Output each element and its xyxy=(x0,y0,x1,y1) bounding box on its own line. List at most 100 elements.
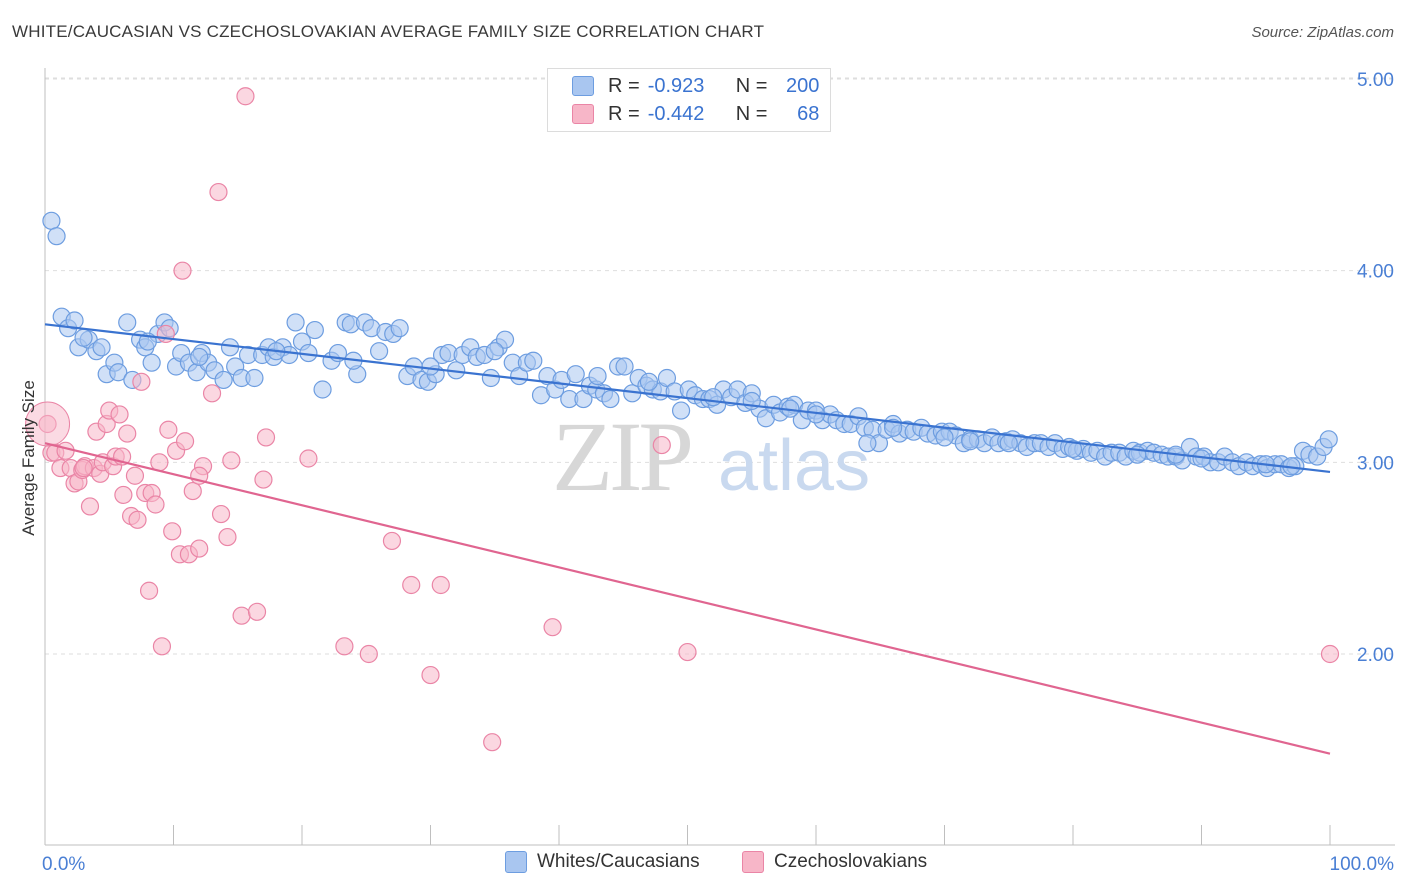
czechoslovakians-point xyxy=(483,733,502,752)
legend-item-whites[interactable]: Whites/Caucasians xyxy=(505,851,700,873)
czechoslovakians-point xyxy=(159,420,178,439)
whites-point xyxy=(671,401,691,420)
y-axis-label: Average Family Size xyxy=(19,380,38,536)
czechoslovakians-point xyxy=(299,449,318,468)
stats-legend: R = -0.923 N = 200 R = -0.442 N = 68 xyxy=(547,68,831,132)
whites-point xyxy=(704,388,723,407)
legend-label-whites: Whites/Caucasians xyxy=(537,851,700,872)
legend-swatch-czechoslovakians xyxy=(742,851,764,873)
r-label: R = xyxy=(608,74,640,97)
czechoslovakians-point xyxy=(163,522,182,541)
czechoslovakians-point xyxy=(118,424,137,443)
whites-trend-line xyxy=(44,323,1331,474)
czechoslovakians-point xyxy=(132,372,151,391)
czechoslovakians-point xyxy=(183,481,202,501)
czechoslovakians-point xyxy=(146,495,165,514)
r-label: R = xyxy=(608,102,640,125)
czechoslovakians-point xyxy=(190,539,209,558)
czechoslovakians-point xyxy=(236,87,255,106)
czechoslovakians-point xyxy=(232,606,251,625)
y-tick-label: 4.00 xyxy=(1357,262,1394,283)
czechoslovakians-point xyxy=(543,618,562,637)
whites-point xyxy=(305,320,324,340)
y-tick-label: 2.00 xyxy=(1357,645,1394,666)
whites-point xyxy=(142,353,161,372)
x-tick-label-min: 0.0% xyxy=(42,854,85,875)
whites-point xyxy=(42,211,61,230)
r-value: -0.923 xyxy=(647,74,705,97)
legend-item-czechoslovakians[interactable]: Czechoslovakians xyxy=(742,851,927,873)
whites-point xyxy=(858,434,877,453)
whites-point xyxy=(109,363,128,382)
whites-point xyxy=(313,380,332,399)
whites-point xyxy=(481,368,500,388)
whites-point xyxy=(214,370,233,390)
czechoslovakians-point xyxy=(152,637,172,656)
n-value: 68 xyxy=(797,102,820,125)
whites-point xyxy=(935,428,954,447)
czechoslovakians-point xyxy=(421,665,440,685)
whites-point xyxy=(65,311,84,330)
whites-point xyxy=(1319,430,1338,449)
whites-point xyxy=(999,434,1018,453)
n-label: N = xyxy=(735,102,768,125)
czechoslovakians-point xyxy=(678,642,697,662)
legend-swatch-czechoslovakians xyxy=(572,104,594,124)
czechoslovakians-point xyxy=(256,428,276,447)
czechoslovakians-point xyxy=(175,432,195,451)
y-tick-label: 5.00 xyxy=(1357,70,1394,91)
whites-point xyxy=(495,330,515,349)
czechoslovakians-point xyxy=(211,504,231,524)
whites-point xyxy=(1063,439,1083,459)
czechoslovakians-point xyxy=(431,575,450,595)
whites-point xyxy=(639,372,659,391)
czechoslovakians-point xyxy=(74,458,93,478)
czechoslovakians-point xyxy=(335,637,354,656)
series-legend: Whites/Caucasians Czechoslovakians xyxy=(0,851,1406,877)
axes xyxy=(44,68,1395,846)
tick-labels: 2.00 3.00 4.00 5.00 0.0% 100.0% xyxy=(42,70,1394,875)
legend-swatch-whites xyxy=(505,851,527,873)
czechoslovakians-point xyxy=(56,441,75,460)
whites-point xyxy=(961,432,980,451)
trend-lines xyxy=(44,323,1331,755)
source-label: Source: ZipAtlas.com xyxy=(1251,24,1394,41)
czechoslovakians-point xyxy=(125,466,145,485)
czechoslovakians-point xyxy=(202,384,222,403)
whites-point xyxy=(588,366,607,386)
whites-point xyxy=(615,357,634,376)
whites-point xyxy=(245,368,264,388)
whites-point xyxy=(566,365,585,384)
whites-point xyxy=(118,313,137,332)
czechoslovakians-point xyxy=(173,261,192,280)
n-label: N = xyxy=(735,74,768,97)
legend-swatch-whites xyxy=(572,76,594,96)
r-value: -0.442 xyxy=(647,102,705,125)
czechoslovakians-point xyxy=(209,182,228,202)
czechoslovakians-point xyxy=(128,510,147,529)
whites-point xyxy=(421,357,440,376)
series-czechoslovakians-points xyxy=(25,87,1340,752)
series-whites-points xyxy=(42,211,1338,478)
czechoslovakians-point xyxy=(222,451,241,470)
legend-label-czechoslovakians: Czechoslovakians xyxy=(774,851,928,872)
watermark-atlas: atlas xyxy=(718,426,870,506)
legend-row-czechoslovakians: R = -0.442 N = 68 xyxy=(572,101,819,127)
czechoslovakians-point xyxy=(139,581,159,600)
watermark-zip: ZIP xyxy=(552,401,690,512)
czechoslovakians-point xyxy=(80,497,100,516)
x-tick-label-max: 100.0% xyxy=(1330,854,1395,875)
czechoslovakians-point xyxy=(402,575,421,595)
legend-row-whites: R = -0.923 N = 200 xyxy=(572,73,819,99)
whites-point xyxy=(524,351,543,370)
whites-point xyxy=(485,342,504,361)
czechoslovakians-point xyxy=(382,531,402,551)
whites-point xyxy=(601,389,620,409)
whites-point xyxy=(190,347,209,367)
czechoslovakians-point xyxy=(1320,644,1340,664)
czechoslovakians-point xyxy=(218,527,237,547)
whites-point xyxy=(390,319,409,338)
czechoslovakians-point xyxy=(359,644,378,664)
czechoslovakians-point xyxy=(254,470,273,489)
